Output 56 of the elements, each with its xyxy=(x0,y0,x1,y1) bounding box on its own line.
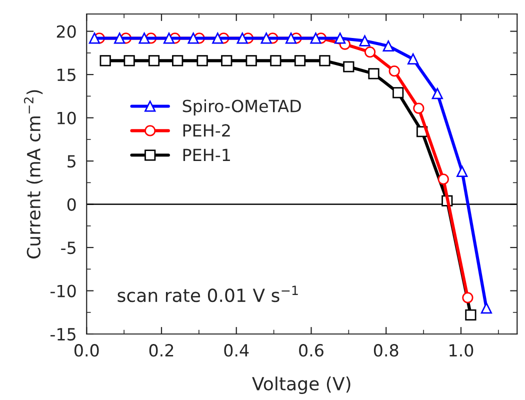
y-tick-label: -5 xyxy=(61,242,76,254)
point xyxy=(432,88,443,100)
point xyxy=(364,46,376,58)
x-axis-title: Voltage (V) xyxy=(252,376,350,394)
point xyxy=(343,61,354,72)
point xyxy=(172,55,184,66)
legend-label: Spiro-OMeTAD xyxy=(182,99,301,116)
legend-label: PEH-1 xyxy=(183,148,230,161)
x-tick-label: 0.4 xyxy=(224,344,249,357)
x-tick-label: 0.2 xyxy=(149,344,174,357)
point xyxy=(246,55,257,66)
point xyxy=(359,35,370,46)
point xyxy=(148,55,160,66)
point xyxy=(462,292,474,304)
y-tick-label: 15 xyxy=(58,68,76,82)
annotation: scan rate 0.01 V s$^{−1}$ xyxy=(118,286,298,302)
y-tick-label: 5 xyxy=(68,155,76,168)
x-tick-label: 0.8 xyxy=(374,344,398,357)
y-tick-label: -10 xyxy=(50,284,76,298)
point xyxy=(285,32,297,44)
point xyxy=(334,32,346,44)
point xyxy=(368,68,380,80)
x-tick-label: 1.0 xyxy=(450,344,474,357)
point xyxy=(382,40,394,52)
point xyxy=(310,32,322,44)
point xyxy=(138,32,150,44)
point xyxy=(124,55,135,66)
point xyxy=(438,174,449,185)
point xyxy=(413,102,424,114)
point xyxy=(388,66,400,77)
legend-label: PEH-2 xyxy=(183,124,230,137)
x-tick-label: 0.0 xyxy=(74,344,99,357)
y-tick-label: 0 xyxy=(67,198,76,211)
point xyxy=(100,55,111,66)
y-axis-title: Current (mA cm$^{−2}$) xyxy=(24,90,43,258)
point xyxy=(270,55,282,66)
point xyxy=(408,53,419,65)
point xyxy=(88,32,100,44)
point xyxy=(212,32,224,44)
point xyxy=(392,87,404,98)
y-tick-label: -15 xyxy=(50,328,76,341)
point xyxy=(236,32,248,44)
point xyxy=(294,55,306,66)
point xyxy=(196,55,208,66)
point xyxy=(114,32,126,44)
point xyxy=(188,32,199,44)
x-tick-label: 0.6 xyxy=(299,344,324,357)
y-tick-label: 20 xyxy=(56,25,76,38)
y-tick-label: 10 xyxy=(58,112,76,124)
point xyxy=(260,32,272,44)
point xyxy=(480,302,492,314)
point xyxy=(319,55,330,66)
point xyxy=(221,55,232,66)
point xyxy=(456,166,468,177)
point xyxy=(163,32,175,44)
point xyxy=(465,309,476,321)
